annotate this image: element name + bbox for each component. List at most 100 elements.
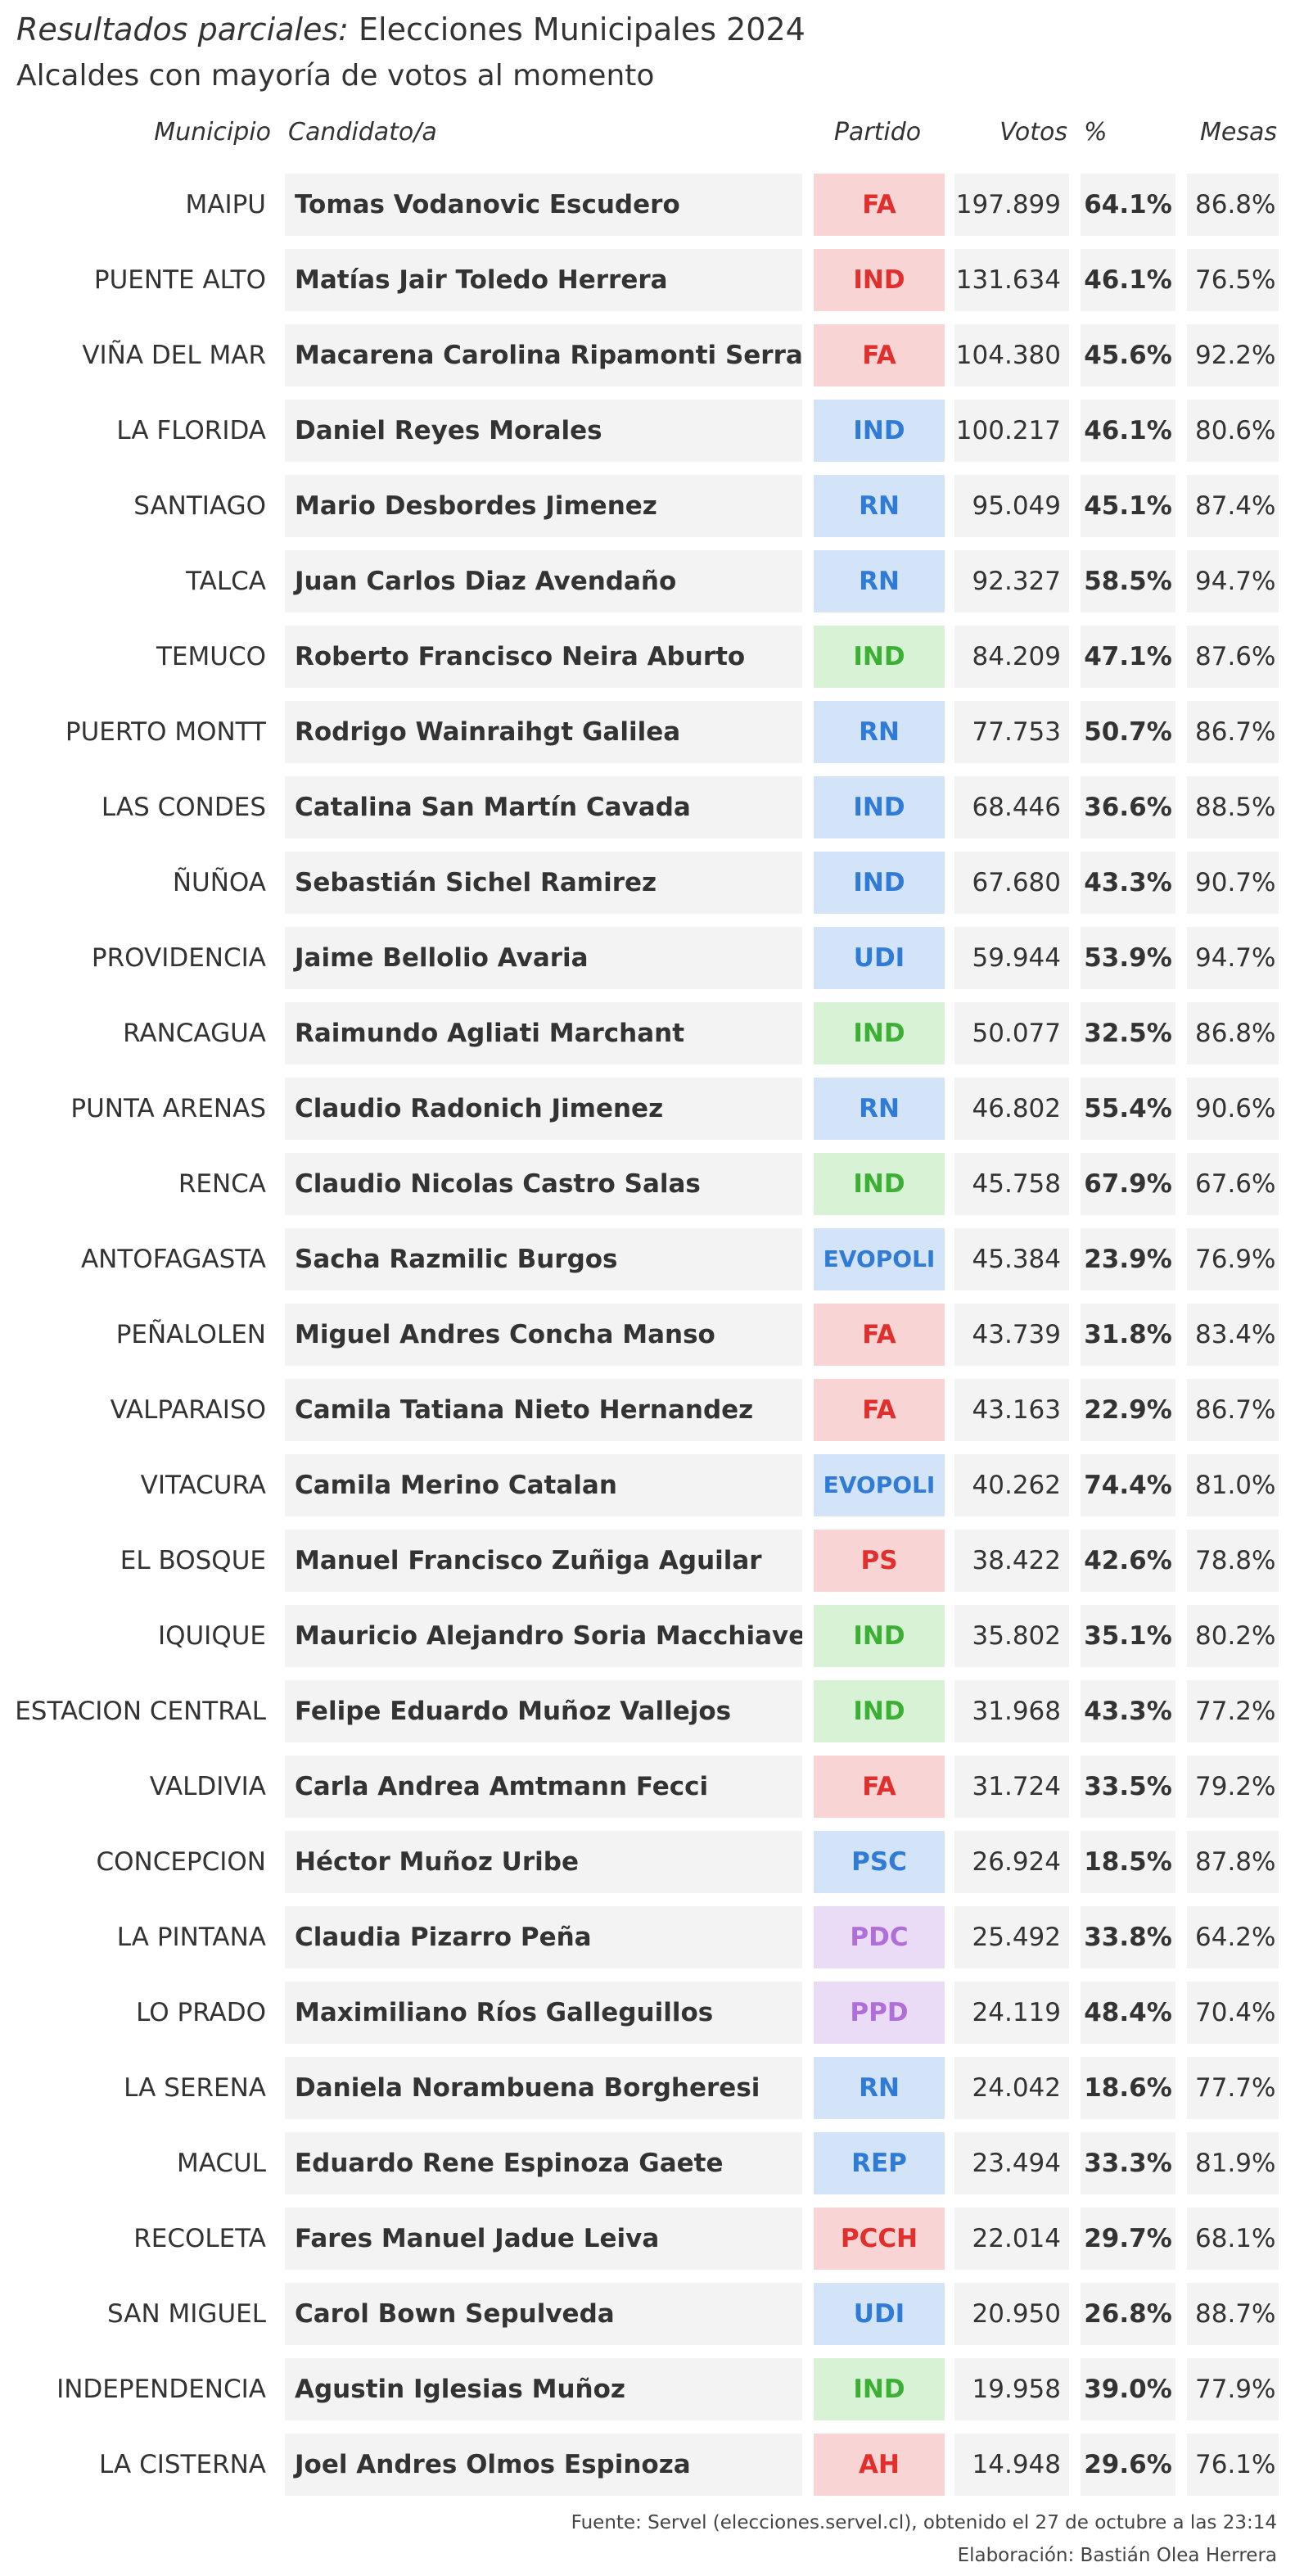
candidate-cell: Jaime Bellolio Avaria [285,927,802,989]
candidate-cell: Fares Manuel Jadue Leiva [285,2208,802,2270]
column-header-candidato: Candidato/a [288,118,437,147]
votes-cell: 46.802 [954,1078,1069,1140]
percent-cell: 36.6% [1081,776,1175,838]
candidate-cell: Eduardo Rene Espinoza Gaete [285,2132,802,2194]
candidate-cell: Rodrigo Wainraihgt Galilea [285,701,802,763]
candidate-cell: Joel Andres Olmos Espinoza [285,2434,802,2496]
table-row: EL BOSQUE Manuel Francisco Zuñiga Aguilar… [0,1528,1295,1603]
table-row: TALCA Juan Carlos Diaz Avendaño RN 92.327 58… [0,549,1295,624]
candidate-cell: Matías Jair Toledo Herrera [285,249,802,311]
column-header-pct: % [1084,118,1108,147]
candidate-cell: Héctor Muñoz Uribe [285,1831,802,1893]
percent-cell: 43.3% [1081,1680,1175,1742]
municipio-cell: LO PRADO [136,1998,266,2027]
mesas-cell: 86.7% [1187,701,1279,763]
party-badge: IND [814,1680,945,1742]
candidate-cell: Juan Carlos Diaz Avendaño [285,550,802,612]
mesas-cell: 79.2% [1187,1756,1279,1818]
table-row: LAS CONDES Catalina San Martín Cavada IND 6… [0,775,1295,850]
mesas-cell: 67.6% [1187,1153,1279,1215]
table-row: INDEPENDENCIA Agustin Iglesias Muñoz IND 19… [0,2357,1295,2432]
votes-cell: 104.380 [954,324,1069,386]
votes-cell: 45.758 [954,1153,1069,1215]
table-row: VALDIVIA Carla Andrea Amtmann Fecci FA 31.7… [0,1754,1295,1829]
party-badge: PS [814,1530,945,1592]
percent-cell: 58.5% [1081,550,1175,612]
mesas-cell: 88.7% [1187,2283,1279,2345]
table-row: CONCEPCION Héctor Muñoz Uribe PSC 26.924 18.… [0,1829,1295,1905]
party-badge: PSC [814,1831,945,1893]
mesas-cell: 76.9% [1187,1228,1279,1290]
table-row: VALPARAISO Camila Tatiana Nieto Hernandez… [0,1377,1295,1453]
percent-cell: 55.4% [1081,1078,1175,1140]
candidate-cell: Mauricio Alejandro Soria Macchiavello [285,1605,802,1667]
mesas-cell: 76.1% [1187,2434,1279,2496]
candidate-cell: Agustin Iglesias Muñoz [285,2358,802,2420]
mesas-cell: 86.8% [1187,1002,1279,1064]
table-row: LO PRADO Maximiliano Ríos Galleguillos PPD… [0,1980,1295,2055]
votes-cell: 25.492 [954,1906,1069,1968]
mesas-cell: 70.4% [1187,1982,1279,2044]
municipio-cell: INDEPENDENCIA [56,2375,266,2404]
municipio-cell: LA PINTANA [116,1923,266,1952]
table-row: ESTACION CENTRAL Felipe Eduardo Muñoz Val… [0,1679,1295,1754]
votes-cell: 14.948 [954,2434,1069,2496]
table-row: VITACURA Camila Merino Catalan EVOPOLI 40.2… [0,1453,1295,1528]
party-badge: FA [814,1756,945,1818]
party-badge: FA [814,1304,945,1366]
percent-cell: 33.5% [1081,1756,1175,1818]
municipio-cell: SAN MIGUEL [107,2299,266,2329]
percent-cell: 32.5% [1081,1002,1175,1064]
municipio-cell: EL BOSQUE [120,1546,266,1575]
votes-cell: 22.014 [954,2208,1069,2270]
table-row: ÑUÑOA Sebastián Sichel Ramirez IND 67.680 43… [0,850,1295,925]
municipio-cell: ANTOFAGASTA [80,1245,266,1274]
municipio-cell: PEÑALOLEN [115,1320,266,1349]
votes-cell: 84.209 [954,626,1069,688]
municipio-cell: VIÑA DEL MAR [82,341,266,370]
votes-cell: 31.968 [954,1680,1069,1742]
candidate-cell: Raimundo Agliati Marchant [285,1002,802,1064]
municipio-cell: MACUL [176,2149,266,2178]
table-row: PEÑALOLEN Miguel Andres Concha Manso FA 43.… [0,1302,1295,1377]
municipio-cell: IQUIQUE [157,1621,266,1651]
percent-cell: 29.6% [1081,2434,1175,2496]
mesas-cell: 86.7% [1187,1379,1279,1441]
candidate-cell: Sebastián Sichel Ramirez [285,852,802,914]
votes-cell: 23.494 [954,2132,1069,2194]
municipio-cell: LAS CONDES [101,793,266,822]
table-row: PUNTA ARENAS Claudio Radonich Jimenez RN 46… [0,1076,1295,1151]
percent-cell: 48.4% [1081,1982,1175,2044]
candidate-cell: Sacha Razmilic Burgos [285,1228,802,1290]
party-badge: RN [814,701,945,763]
votes-cell: 50.077 [954,1002,1069,1064]
title-rest: Elecciones Municipales 2024 [348,11,805,47]
votes-cell: 59.944 [954,927,1069,989]
source-note: Fuente: Servel (elecciones.servel.cl), o… [571,2512,1277,2533]
party-badge: IND [814,400,945,462]
candidate-cell: Miguel Andres Concha Manso [285,1304,802,1366]
votes-cell: 35.802 [954,1605,1069,1667]
mesas-cell: 94.7% [1187,927,1279,989]
party-badge: PDC [814,1906,945,1968]
candidate-cell: Catalina San Martín Cavada [285,776,802,838]
table-row: LA PINTANA Claudia Pizarro Peña PDC 25.492 3… [0,1905,1295,1980]
party-badge: IND [814,1002,945,1064]
percent-cell: 29.7% [1081,2208,1175,2270]
percent-cell: 33.3% [1081,2132,1175,2194]
percent-cell: 46.1% [1081,400,1175,462]
mesas-cell: 92.2% [1187,324,1279,386]
table-row: MAIPU Tomas Vodanovic Escudero FA 197.899 64… [0,172,1295,247]
percent-cell: 33.8% [1081,1906,1175,1968]
mesas-cell: 77.2% [1187,1680,1279,1742]
percent-cell: 31.8% [1081,1304,1175,1366]
candidate-cell: Claudia Pizarro Peña [285,1906,802,1968]
table-row: RANCAGUA Raimundo Agliati Marchant IND 50.0… [0,1001,1295,1076]
municipio-cell: ÑUÑOA [172,868,266,897]
mesas-cell: 87.6% [1187,626,1279,688]
credit-note: Elaboración: Bastián Olea Herrera [957,2545,1277,2566]
candidate-cell: Carol Bown Sepulveda [285,2283,802,2345]
table-row: TEMUCO Roberto Francisco Neira Aburto IND 8… [0,624,1295,699]
candidate-cell: Felipe Eduardo Muñoz Vallejos [285,1680,802,1742]
municipio-cell: LA FLORIDA [116,416,266,445]
